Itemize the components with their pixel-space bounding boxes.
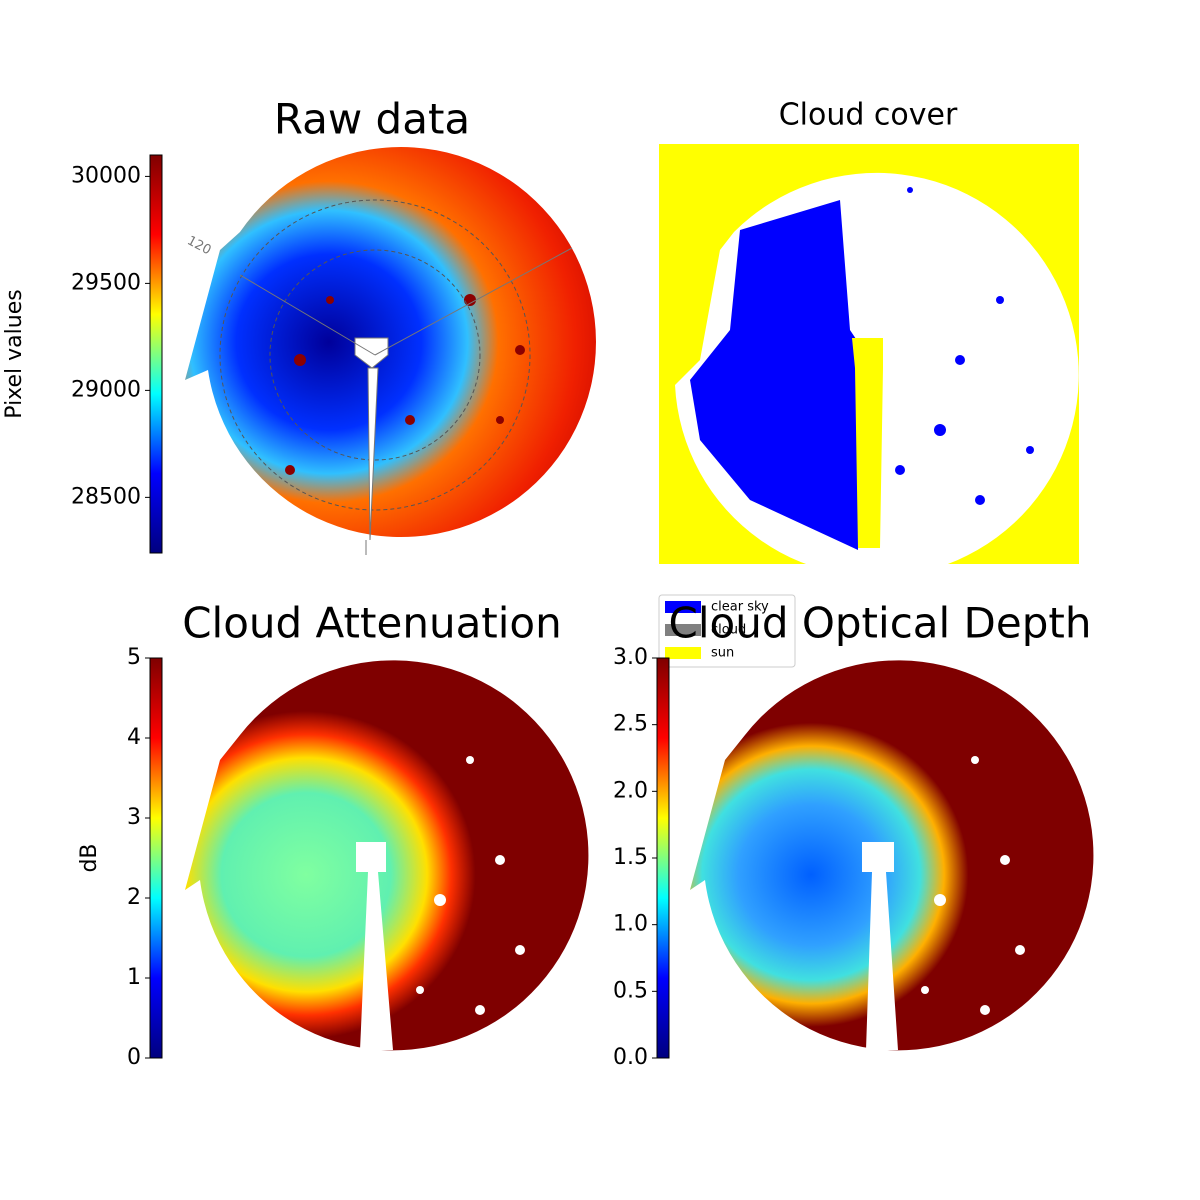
colorbar-tick-label: 29500 xyxy=(71,270,141,295)
colorbar-tick-label: 5 xyxy=(127,645,141,670)
raw-image xyxy=(185,147,596,555)
colorbar-tick-label: 0.0 xyxy=(613,1045,648,1070)
colorbar-tick-label: 2.5 xyxy=(613,712,648,737)
colorbar-tick-label: 4 xyxy=(127,725,141,750)
colorbar-tick-label: 2.0 xyxy=(613,778,648,803)
colorbar-tick-label: 0.5 xyxy=(613,978,648,1003)
legend-label: cloud xyxy=(711,623,746,638)
colorbar xyxy=(149,657,163,1059)
panel-title: Raw data xyxy=(274,95,470,144)
colorbar-tick-label: 1.5 xyxy=(613,845,648,870)
panel-title: Cloud cover xyxy=(779,98,958,133)
colorbar-label: dB xyxy=(77,843,102,872)
polar-annotation: 120 xyxy=(184,233,213,258)
legend-swatch xyxy=(665,601,701,613)
panel-title: Cloud Optical Depth xyxy=(669,599,1092,648)
legend-swatch xyxy=(665,624,701,636)
panel-title: Cloud Attenuation xyxy=(182,599,562,648)
colorbar-tick-label: 2 xyxy=(127,885,141,910)
legend-label: clear sky xyxy=(711,600,769,615)
colorbar-tick-label: 30000 xyxy=(71,163,141,188)
colorbar-tick-label: 3.0 xyxy=(613,645,648,670)
colorbar-tick-label: 3 xyxy=(127,805,141,830)
cod-image xyxy=(690,660,1094,1051)
colorbar-tick-label: 1.0 xyxy=(613,912,648,937)
legend-swatch xyxy=(665,647,701,659)
colorbar-tick-label: 0 xyxy=(127,1045,141,1070)
colorbar-tick-label: 29000 xyxy=(71,377,141,402)
colorbar xyxy=(656,657,670,1059)
cloud-cover-image xyxy=(659,144,1079,577)
colorbar xyxy=(149,154,163,554)
legend-label: sun xyxy=(711,646,734,661)
colorbar-tick-label: 1 xyxy=(127,965,141,990)
attenuation-image xyxy=(185,660,589,1051)
colorbar-label: Pixel values xyxy=(2,289,27,418)
colorbar-tick-label: 28500 xyxy=(71,484,141,509)
